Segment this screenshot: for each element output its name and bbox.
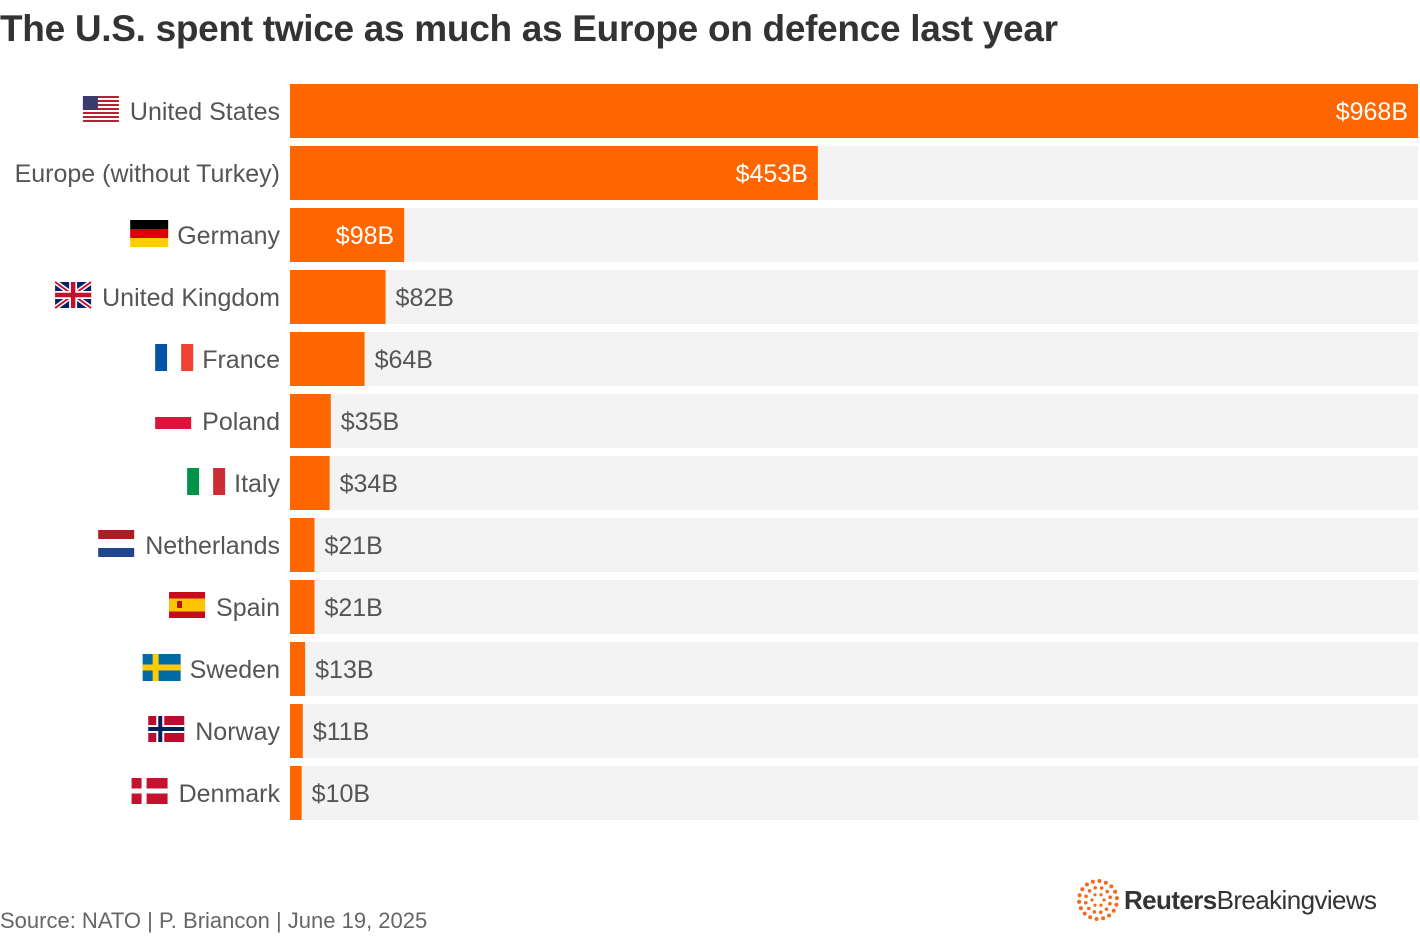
category-label: Poland <box>202 408 280 436</box>
bar <box>290 208 405 262</box>
category-label: Spain <box>216 594 280 622</box>
bar-track <box>290 580 1418 634</box>
category-label: United States <box>130 98 280 126</box>
bar-track <box>290 332 1418 386</box>
bar <box>290 704 303 758</box>
brand-name-regular: Breakingviews <box>1216 884 1377 915</box>
italy-flag-icon <box>187 468 226 495</box>
value-label: $21B <box>324 532 382 560</box>
bar-track <box>290 270 1418 324</box>
value-label: $98B <box>336 222 394 250</box>
bar-track <box>290 642 1418 696</box>
value-label: $968B <box>1336 98 1408 126</box>
category-label: Norway <box>195 718 280 746</box>
spain-flag-icon <box>169 592 206 618</box>
category-label: Denmark <box>179 780 281 808</box>
bar <box>290 642 306 696</box>
category-label: Germany <box>177 222 280 250</box>
brand-logo: ReutersBreakingviews <box>1076 878 1416 922</box>
bar-track <box>290 518 1418 572</box>
bar-track <box>290 704 1418 758</box>
value-label: $34B <box>340 470 398 498</box>
bar-track <box>290 456 1418 510</box>
poland-flag-icon <box>155 406 192 429</box>
france-flag-icon <box>155 344 194 371</box>
value-label: $13B <box>315 656 373 684</box>
category-label: Europe (without Turkey) <box>15 160 280 188</box>
bar-track <box>290 394 1418 448</box>
germany-flag-icon <box>130 220 169 247</box>
chart-title: The U.S. spent twice as much as Europe o… <box>0 8 1058 49</box>
value-label: $10B <box>312 780 370 808</box>
norway-flag-icon <box>148 716 185 742</box>
us-flag-icon <box>82 96 119 122</box>
bar <box>290 270 386 324</box>
category-label: United Kingdom <box>102 284 280 312</box>
value-label: $35B <box>341 408 399 436</box>
bar <box>290 456 330 510</box>
value-label: $21B <box>324 594 382 622</box>
uk-flag-icon <box>53 279 93 311</box>
bar <box>290 84 1418 138</box>
value-label: $11B <box>313 718 370 746</box>
bar-track <box>290 208 1418 262</box>
category-label: Netherlands <box>145 532 280 560</box>
source-note: Source: NATO | P. Briancon | June 19, 20… <box>0 908 428 933</box>
bar <box>290 146 818 200</box>
denmark-flag-icon <box>131 778 168 804</box>
bar-track <box>290 766 1418 820</box>
brand-name: ReutersBreakingviews <box>1124 884 1377 916</box>
brand-name-bold: Reuters <box>1124 884 1217 915</box>
category-label: Sweden <box>190 656 280 684</box>
value-label: $453B <box>736 160 808 188</box>
bar <box>290 766 302 820</box>
bar <box>290 394 331 448</box>
netherlands-flag-icon <box>98 530 135 557</box>
bar <box>290 518 315 572</box>
category-label: Italy <box>234 470 280 498</box>
category-label: France <box>202 346 280 374</box>
bar <box>290 580 315 634</box>
bar <box>290 332 365 386</box>
value-label: $82B <box>396 284 454 312</box>
sweden-flag-icon <box>142 654 181 681</box>
bar-chart: United States $968B Europe (without Turkey… <box>15 84 1418 820</box>
reuters-logo-icon <box>1077 879 1119 921</box>
value-label: $64B <box>375 346 433 374</box>
